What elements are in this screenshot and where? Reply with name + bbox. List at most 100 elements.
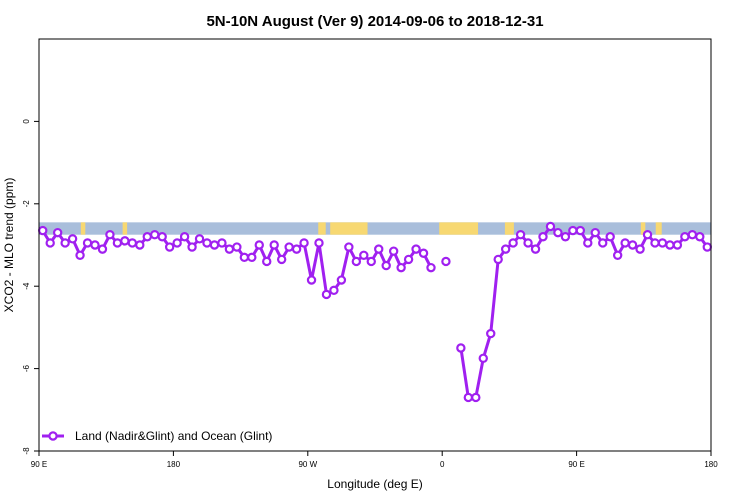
y-axis-label: XCO2 - MLO trend (ppm) <box>2 178 16 313</box>
data-point <box>680 232 690 242</box>
data-point <box>396 262 406 273</box>
data-point <box>545 221 556 232</box>
data-point <box>695 232 705 242</box>
data-point <box>635 244 645 254</box>
data-point <box>247 252 257 263</box>
data-point <box>508 238 518 248</box>
y-tick-label: -4 <box>22 282 31 290</box>
data-point <box>269 240 279 250</box>
data-point <box>202 238 212 248</box>
y-tick-label: -6 <box>22 364 31 372</box>
data-point <box>500 244 511 254</box>
data-point <box>321 289 332 300</box>
data-point <box>142 232 152 242</box>
data-point <box>82 238 93 248</box>
legend-marker <box>48 431 58 441</box>
x-axis: 90 E 180 90 W 0 90 E 180 <box>31 451 718 469</box>
data-point <box>523 238 533 248</box>
data-point <box>67 234 78 244</box>
data-point <box>687 229 698 240</box>
data-point <box>38 225 48 236</box>
data-point <box>359 250 369 260</box>
land-patch <box>655 222 662 235</box>
data-point <box>224 244 235 254</box>
data-point <box>583 238 593 248</box>
data-point <box>403 254 414 265</box>
series-layer <box>38 221 712 403</box>
data-point <box>45 238 55 248</box>
x-tick-label: 0 <box>440 460 445 469</box>
data-point <box>665 240 675 250</box>
y-tick-label: 0 <box>22 119 31 124</box>
data-point <box>456 343 466 353</box>
data-point <box>388 246 399 256</box>
data-point <box>164 242 175 252</box>
data-point <box>381 260 391 271</box>
data-point <box>157 232 167 242</box>
data-point <box>605 232 615 242</box>
data-point <box>276 254 287 265</box>
data-point <box>209 240 220 250</box>
data-point <box>60 238 70 248</box>
plot-frame <box>38 38 712 452</box>
data-point <box>90 240 100 250</box>
data-point <box>612 250 623 260</box>
data-point <box>254 240 264 250</box>
data-point <box>627 240 638 250</box>
data-point <box>105 229 115 240</box>
data-point <box>486 328 496 339</box>
data-point <box>97 244 108 254</box>
data-point <box>471 392 481 403</box>
data-point <box>374 244 384 254</box>
data-point <box>493 254 503 265</box>
land-patch <box>640 222 646 235</box>
plot-background <box>39 222 711 235</box>
y-axis: 0 -2 -4 -6 -8 <box>22 119 39 455</box>
data-point <box>642 229 653 240</box>
x-tick-label: 90 E <box>31 460 47 469</box>
data-point <box>306 275 317 285</box>
land-patch <box>80 222 86 235</box>
land-patch <box>504 222 514 235</box>
data-point <box>426 262 436 273</box>
data-point <box>135 240 145 250</box>
data-point <box>314 238 324 248</box>
data-point <box>179 232 190 242</box>
data-point <box>560 232 571 242</box>
data-point <box>411 244 421 254</box>
data-point <box>553 227 563 238</box>
data-point <box>351 256 362 267</box>
data-point <box>478 353 488 363</box>
y-tick-label: -2 <box>22 200 31 208</box>
data-point <box>112 238 123 248</box>
x-tick-label: 90 E <box>568 460 584 469</box>
data-point <box>336 275 347 285</box>
data-point <box>329 285 339 296</box>
y-tick-label: -8 <box>22 447 31 455</box>
data-point <box>650 238 660 248</box>
data-point <box>150 229 160 240</box>
data-point <box>344 242 354 252</box>
data-point <box>598 238 608 248</box>
data-point <box>463 392 474 403</box>
data-point <box>590 227 600 238</box>
data-point <box>120 236 130 246</box>
data-point <box>441 256 451 267</box>
data-point <box>620 238 630 248</box>
data-point <box>172 238 182 248</box>
data-point <box>418 248 429 258</box>
data-point <box>217 238 227 248</box>
land-patch <box>318 222 326 235</box>
land-patch <box>439 222 479 235</box>
land-patch <box>122 222 128 235</box>
chart-title: 5N-10N August (Ver 9) 2014-09-06 to 2018… <box>206 13 543 30</box>
data-point <box>366 256 376 267</box>
data-point <box>575 225 586 236</box>
data-point <box>52 227 63 238</box>
data-point <box>515 229 526 240</box>
data-point <box>538 232 548 242</box>
data-point <box>568 225 578 236</box>
data-point <box>299 238 309 248</box>
x-tick-label: 90 W <box>298 460 317 469</box>
